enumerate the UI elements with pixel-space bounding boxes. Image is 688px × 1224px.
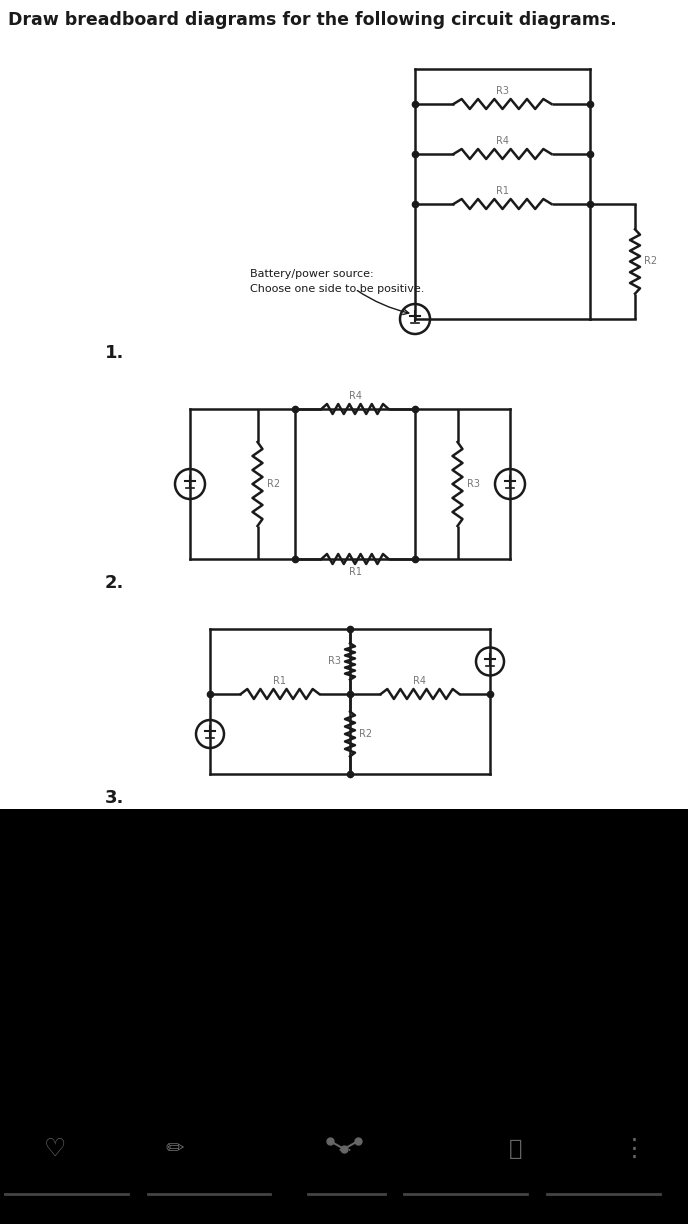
Bar (0, 809, 688, 1224)
Text: Choose one side to be positive.: Choose one side to be positive. (250, 284, 424, 294)
Text: R1: R1 (274, 676, 286, 685)
Text: ⋯: ⋯ (337, 1142, 351, 1155)
Text: R1: R1 (349, 567, 361, 577)
Text: 3.: 3. (105, 789, 125, 807)
Text: ⋮: ⋮ (621, 1137, 647, 1162)
Text: R4: R4 (349, 390, 361, 401)
Text: 1.: 1. (105, 344, 125, 362)
Text: R1: R1 (496, 186, 509, 196)
Text: R3: R3 (496, 86, 509, 95)
Text: Draw breadboard diagrams for the following circuit diagrams.: Draw breadboard diagrams for the followi… (8, 11, 616, 29)
Text: R2: R2 (359, 730, 372, 739)
Text: R3: R3 (466, 479, 480, 490)
Text: 2.: 2. (105, 574, 125, 592)
Text: R4: R4 (413, 676, 427, 685)
Text: R4: R4 (496, 136, 509, 146)
Text: Battery/power source:: Battery/power source: (250, 269, 374, 279)
Text: R3: R3 (328, 656, 341, 667)
Text: 🗑: 🗑 (509, 1140, 523, 1159)
Text: ✏: ✏ (166, 1140, 184, 1159)
Text: R2: R2 (266, 479, 279, 490)
Text: ♡: ♡ (44, 1137, 66, 1162)
Text: R2: R2 (644, 257, 657, 267)
